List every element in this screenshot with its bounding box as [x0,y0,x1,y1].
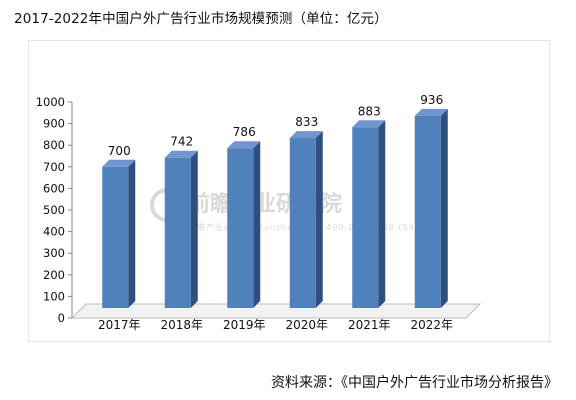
bar-side-face [440,108,448,308]
x-tick-label: 2021年 [348,318,391,332]
bar-top-face [164,150,198,158]
chart-title: 2017-2022年中国户外广告行业市场规模预测（单位：亿元） [14,11,388,27]
chart-axes [68,101,73,319]
bar-value-label: 936 [420,93,443,107]
bar-side-face [378,120,386,308]
bar-side-face [128,159,136,308]
bar [227,141,261,308]
y-tick-labels: 0 100 200 300 400 500 600 700 800 900 1000 [36,95,65,325]
y-tick-label: 600 [43,181,65,195]
y-tick-label: 800 [43,138,65,152]
bar-value-label: 786 [233,125,256,139]
x-tick-label: 2017年 [98,318,141,332]
bar-front-face [414,115,441,308]
x-tick-label: 2020年 [285,318,328,332]
bar [352,120,386,308]
x-tick-label: 2022年 [410,318,453,332]
bar-side-face [315,131,323,308]
y-tick-label: 1000 [36,95,65,109]
y-tick-label: 400 [43,225,65,239]
source-note: 资料来源：《中国户外广告行业市场分析报告》 [271,375,558,391]
bar-top-face [227,141,261,149]
bar-front-face [102,166,129,308]
bar-top-face [352,120,386,128]
x-tick-labels: 2017年 2018年 2019年 2020年 2021年 2022年 [98,318,453,332]
x-tick-label: 2019年 [223,318,266,332]
bars [102,108,448,308]
y-tick-label: 500 [43,203,65,217]
bar-side-face [190,150,198,308]
y-tick-label: 100 [43,289,65,303]
bar-value-label: 742 [170,135,193,149]
bar-value-label: 883 [358,104,381,118]
bar-value-label: 700 [108,144,131,158]
bar-value-label: 833 [295,115,318,129]
bar [164,150,198,308]
data-labels: 700 742 786 833 883 936 [108,93,443,158]
y-tick-label: 200 [43,268,65,282]
bar-top-face [102,159,136,167]
bar-side-face [253,141,261,308]
bar-front-face [227,148,254,308]
y-tick-label: 900 [43,117,65,131]
y-tick-label: 300 [43,246,65,260]
bar [102,159,136,308]
bar-top-face [289,131,323,139]
bar-top-face [414,108,448,116]
bar-front-face [164,157,191,308]
bar-front-face [289,138,316,308]
bar [289,131,323,308]
y-tick-label: 0 [58,311,65,325]
bar-front-face [352,127,379,308]
y-tick-label: 700 [43,160,65,174]
bar [414,108,448,308]
x-tick-label: 2018年 [160,318,203,332]
